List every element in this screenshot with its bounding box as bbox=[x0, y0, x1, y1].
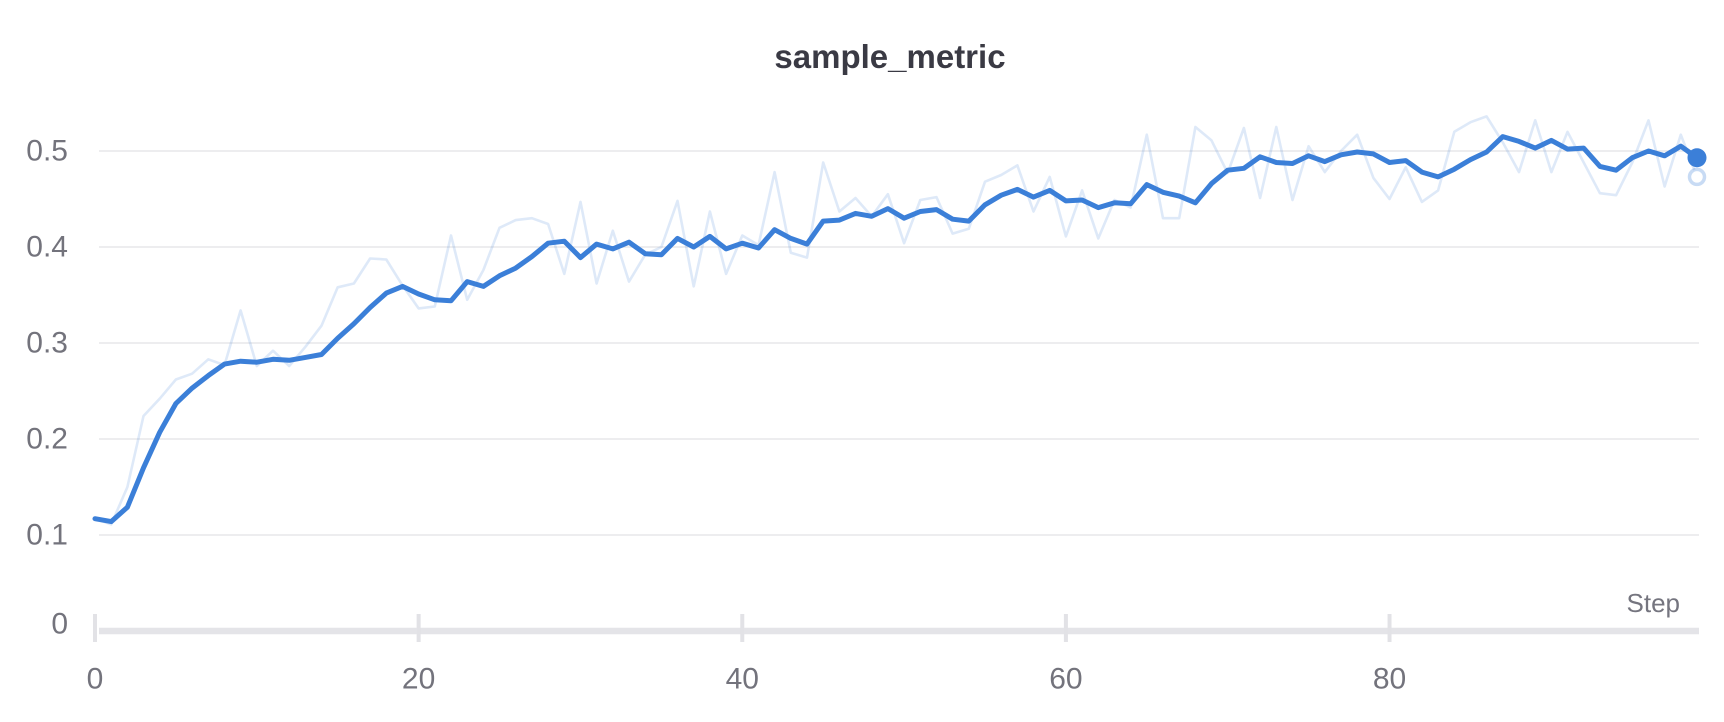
x-tick-label-60: 60 bbox=[1049, 663, 1082, 696]
y-tick-label-02: 0.2 bbox=[26, 423, 68, 456]
x-tick-label-0: 0 bbox=[87, 663, 104, 696]
plot-area[interactable] bbox=[95, 100, 1700, 633]
x-axis-name: Step bbox=[1627, 588, 1681, 618]
x-tick-label-40: 40 bbox=[726, 663, 759, 696]
plot-layer bbox=[92, 115, 1707, 642]
x-tick-label-20: 20 bbox=[402, 663, 435, 696]
raw-latest-point-marker bbox=[1687, 167, 1707, 187]
smoothed-latest-point-marker bbox=[1687, 148, 1707, 168]
y-tick-label-04: 0.4 bbox=[26, 231, 68, 264]
y-tick-label-05: 0.5 bbox=[26, 135, 68, 168]
chart-title: sample_metric bbox=[774, 38, 1005, 75]
raw-series-line bbox=[93, 115, 1699, 526]
smoothed-series-line bbox=[92, 134, 1700, 525]
x-tick-label-80: 80 bbox=[1373, 663, 1406, 696]
y-tick-label-0: 0 bbox=[51, 608, 68, 641]
y-tick-label-01: 0.1 bbox=[26, 519, 68, 552]
y-tick-label-03: 0.3 bbox=[26, 327, 68, 360]
